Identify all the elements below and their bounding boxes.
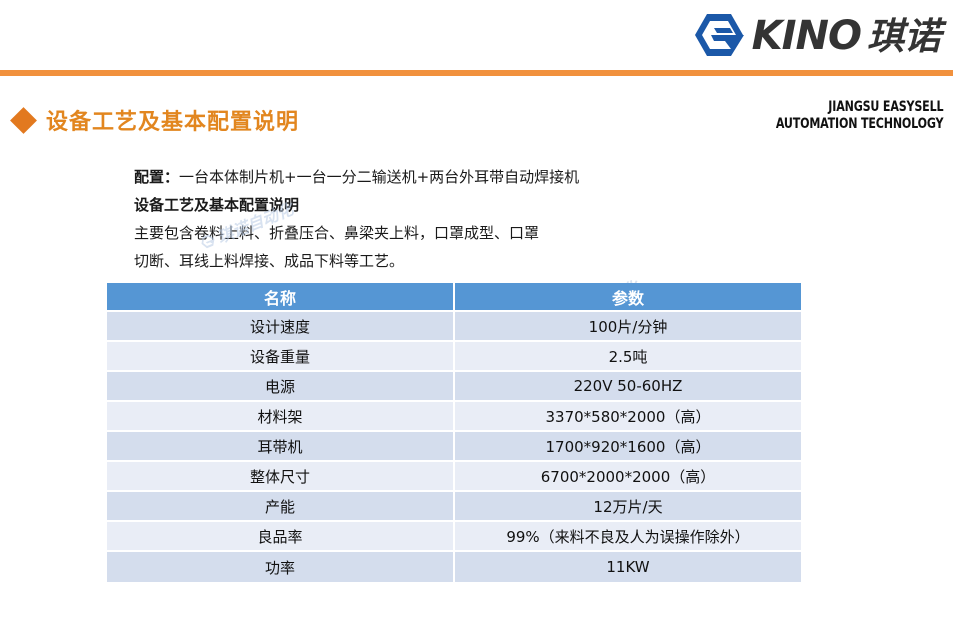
table-row: 耳带机 1700*920*1600（高）: [107, 432, 801, 462]
column-header-parameter: 参数: [455, 283, 801, 312]
cell-name: 电源: [107, 372, 455, 402]
cell-name: 良品率: [107, 522, 455, 552]
config-line: 配置：一台本体制片机+一台一分二输送机+两台外耳带自动焊接机: [134, 163, 794, 191]
cell-value: 100片/分钟: [455, 312, 801, 342]
process-heading: 设备工艺及基本配置说明: [134, 196, 300, 214]
table-header-row: 名称 参数: [107, 283, 801, 312]
brand-logo: KINO 琪诺: [690, 6, 941, 64]
cell-value: 99%（来料不良及人为误操作除外）: [455, 522, 801, 552]
section-title-text: 设备工艺及基本配置说明: [46, 110, 300, 135]
cell-value: 3370*580*2000（高）: [455, 402, 801, 432]
table-head: 名称 参数: [107, 283, 801, 312]
cell-name: 设备重量: [107, 342, 455, 372]
table-body: 设计速度 100片/分钟 设备重量 2.5吨 电源 220V 50-60HZ 材料架 3370…: [107, 312, 801, 582]
cell-name: 整体尺寸: [107, 462, 455, 492]
table-row: 电源 220V 50-60HZ: [107, 372, 801, 402]
cell-value: 12万片/天: [455, 492, 801, 522]
config-value: 一台本体制片机+一台一分二输送机+两台外耳带自动焊接机: [179, 168, 580, 186]
cell-name: 产能: [107, 492, 455, 522]
diamond-bullet-icon: [10, 106, 37, 134]
table-row: 产能 12万片/天: [107, 492, 801, 522]
cell-value: 2.5吨: [455, 342, 801, 372]
company-en-line-1: JIANGSU EASYSELL: [827, 99, 943, 115]
company-name-english: JIANGSU EASYSELL AUTOMATION TECHNOLOGY: [775, 99, 943, 133]
table-row: 整体尺寸 6700*2000*2000（高）: [107, 462, 801, 492]
cell-name: 功率: [107, 552, 455, 582]
cell-name: 设计速度: [107, 312, 455, 342]
company-en-line-2: AUTOMATION TECHNOLOGY: [775, 116, 943, 132]
section-heading: 设备工艺及基本配置说明: [10, 104, 300, 136]
hexagon-ribbon-logo-icon: [694, 14, 744, 56]
specification-table: 名称 参数 设计速度 100片/分钟 设备重量 2.5吨 电源 220V 50-60HZ 材…: [107, 283, 801, 582]
table-row: 材料架 3370*580*2000（高）: [107, 402, 801, 432]
process-description-line-2: 切断、耳线上料焊接、成品下料等工艺。: [134, 252, 405, 270]
body-copy: 配置：一台本体制片机+一台一分二输送机+两台外耳带自动焊接机 设备工艺及基本配置…: [134, 163, 794, 275]
header-orange-rule: [0, 70, 953, 76]
table-row: 设计速度 100片/分钟: [107, 312, 801, 342]
logo-wordmark-latin: KINO: [751, 13, 862, 59]
cell-value: 220V 50-60HZ: [455, 372, 801, 402]
process-description-line-1: 主要包含卷料上料、折叠压合、鼻梁夹上料，口罩成型、口罩: [134, 224, 540, 242]
cell-name: 材料架: [107, 402, 455, 432]
cell-name: 耳带机: [107, 432, 455, 462]
column-header-name: 名称: [107, 283, 455, 312]
cell-value: 6700*2000*2000（高）: [455, 462, 801, 492]
cell-value: 1700*920*1600（高）: [455, 432, 801, 462]
table-row: 功率 11KW: [107, 552, 801, 582]
logo-wordmark-cn: 琪诺: [867, 14, 941, 58]
cell-value: 11KW: [455, 552, 801, 582]
table-row: 良品率 99%（来料不良及人为误操作除外）: [107, 522, 801, 552]
config-label: 配置：: [134, 168, 180, 186]
table-row: 设备重量 2.5吨: [107, 342, 801, 372]
